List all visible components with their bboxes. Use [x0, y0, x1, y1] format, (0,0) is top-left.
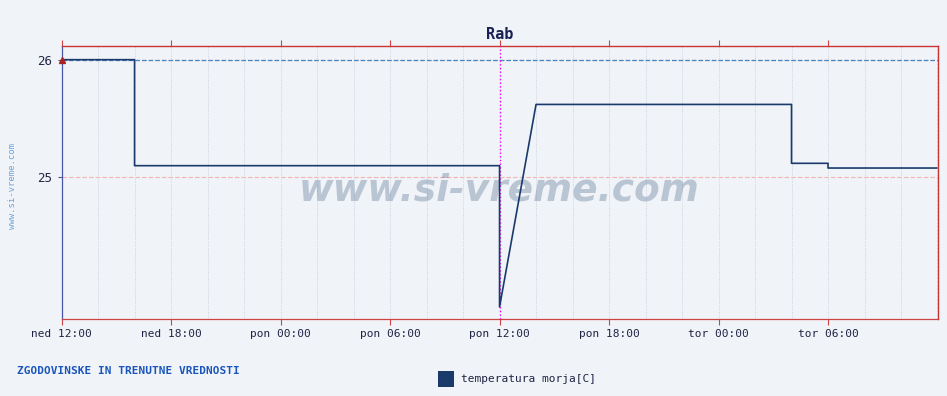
Text: www.si-vreme.com: www.si-vreme.com	[299, 172, 700, 208]
Text: www.si-vreme.com: www.si-vreme.com	[8, 143, 17, 229]
Text: ZGODOVINSKE IN TRENUTNE VREDNOSTI: ZGODOVINSKE IN TRENUTNE VREDNOSTI	[17, 366, 240, 376]
Title: Rab: Rab	[486, 27, 513, 42]
Text: temperatura morja[C]: temperatura morja[C]	[461, 374, 597, 385]
